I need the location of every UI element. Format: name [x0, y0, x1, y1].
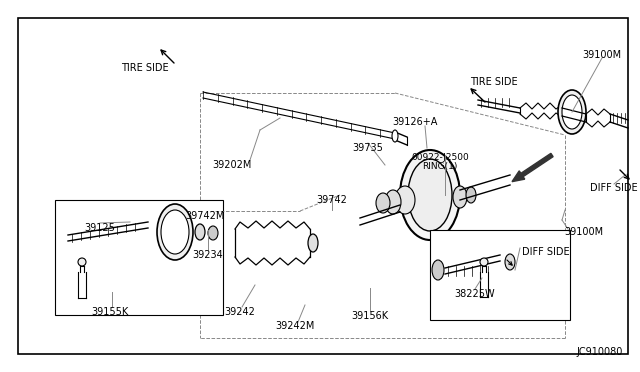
- Ellipse shape: [195, 224, 205, 240]
- Ellipse shape: [480, 258, 488, 266]
- Text: TIRE SIDE: TIRE SIDE: [470, 77, 518, 87]
- Polygon shape: [264, 221, 272, 265]
- Text: 39242: 39242: [225, 307, 255, 317]
- Ellipse shape: [505, 254, 515, 270]
- Polygon shape: [280, 221, 288, 265]
- Ellipse shape: [392, 130, 398, 142]
- Text: 39126+A: 39126+A: [392, 117, 438, 127]
- Polygon shape: [248, 221, 256, 265]
- Polygon shape: [272, 221, 280, 265]
- Polygon shape: [240, 222, 248, 264]
- Text: 39100M: 39100M: [564, 227, 603, 237]
- Ellipse shape: [308, 234, 318, 252]
- Ellipse shape: [432, 260, 444, 280]
- Ellipse shape: [208, 226, 218, 240]
- Bar: [430, 230, 570, 320]
- Text: 39735: 39735: [353, 143, 383, 153]
- Text: 39742: 39742: [317, 195, 348, 205]
- Text: DIFF SIDE: DIFF SIDE: [522, 247, 570, 257]
- Text: 39100M: 39100M: [582, 50, 621, 60]
- Text: JC910080: JC910080: [577, 347, 623, 357]
- Text: 39156K: 39156K: [351, 311, 388, 321]
- Bar: [55, 200, 223, 315]
- Ellipse shape: [385, 190, 401, 214]
- Ellipse shape: [558, 90, 586, 134]
- Ellipse shape: [161, 210, 189, 254]
- Text: RING(1): RING(1): [422, 163, 458, 171]
- Text: 38225W: 38225W: [454, 289, 495, 299]
- Text: 39155K: 39155K: [92, 307, 129, 317]
- Ellipse shape: [562, 95, 582, 129]
- Polygon shape: [296, 222, 304, 264]
- FancyArrow shape: [512, 153, 553, 182]
- Polygon shape: [304, 222, 310, 264]
- Polygon shape: [288, 221, 296, 265]
- Text: TIRE SIDE: TIRE SIDE: [121, 63, 169, 73]
- Ellipse shape: [376, 193, 390, 213]
- Ellipse shape: [453, 186, 467, 208]
- Text: 39125: 39125: [84, 223, 115, 233]
- Polygon shape: [256, 221, 264, 265]
- Text: 39202M: 39202M: [212, 160, 252, 170]
- Text: 39742M: 39742M: [186, 211, 225, 221]
- Text: 39242M: 39242M: [275, 321, 315, 331]
- Ellipse shape: [408, 159, 452, 231]
- Polygon shape: [235, 222, 240, 264]
- Ellipse shape: [466, 187, 476, 203]
- Ellipse shape: [78, 258, 86, 266]
- Ellipse shape: [400, 150, 460, 240]
- Text: 39234: 39234: [193, 250, 223, 260]
- Ellipse shape: [157, 204, 193, 260]
- Text: DIFF SIDE: DIFF SIDE: [590, 183, 638, 193]
- Ellipse shape: [395, 186, 415, 214]
- Text: 00922-J2500: 00922-J2500: [411, 154, 469, 163]
